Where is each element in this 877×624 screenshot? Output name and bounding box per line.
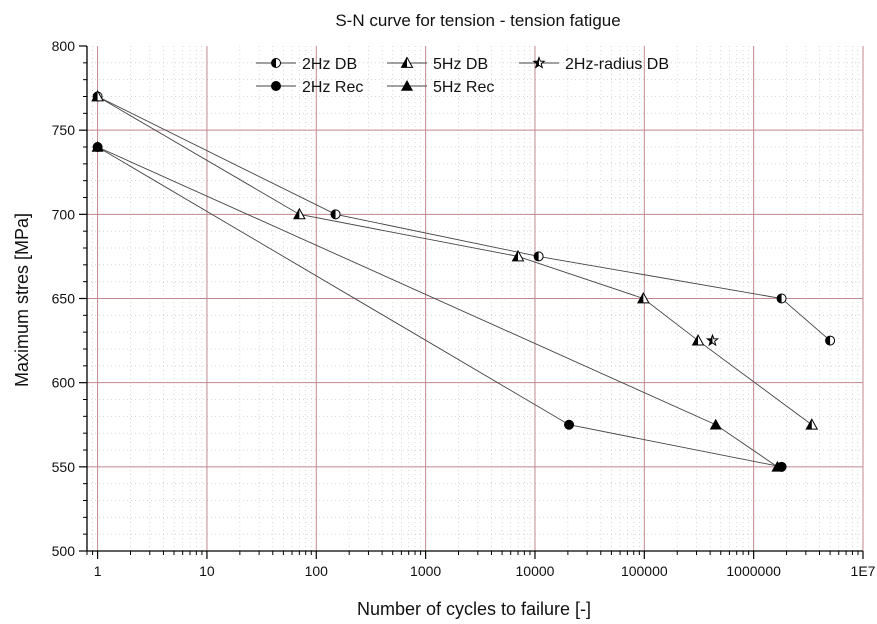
legend: 2Hz DB 5Hz DB 2Hz-radius DB 2Hz Rec 5Hz Rec [256, 56, 669, 96]
data-point-2hz-db [330, 209, 341, 220]
x-tick-label: 1000000 [726, 563, 781, 579]
y-axis-label: Maximum stres [MPa] [12, 213, 32, 387]
legend-marker [401, 80, 413, 91]
x-tick-label: 1 [94, 563, 102, 579]
legend-item-5hz-db: 5Hz DB [387, 56, 488, 73]
x-tick-label: 100000 [621, 563, 668, 579]
data-point-5hz-rec [771, 460, 784, 472]
data-point-5hz-db [637, 291, 650, 304]
x-tick-label: 1000 [410, 563, 441, 579]
data-point-5hz-db [292, 207, 306, 220]
legend-item-2hz-radius-db: 2Hz-radius DB [519, 56, 669, 73]
axes: 1 10 100 1000 10000 100000 1000000 1E7 500 550 600… [52, 38, 876, 579]
data-point-5hz-db [805, 418, 819, 430]
data-point-2hz-radius-db [705, 333, 720, 347]
data-point-5hz-db [511, 249, 525, 262]
data-point-5hz-db [691, 334, 705, 346]
series-line-5hz-db [97, 96, 813, 426]
y-tick-label: 800 [52, 38, 76, 54]
series-line-2hz-rec [97, 146, 782, 468]
data-points [91, 89, 836, 472]
data-point-5hz-rec [709, 418, 722, 430]
legend-label: 2Hz DB [302, 56, 357, 73]
legend-label: 2Hz Rec [302, 79, 363, 96]
x-tick-label: 10 [199, 563, 215, 579]
legend-label: 5Hz Rec [433, 79, 494, 96]
x-tick-label: 100 [305, 563, 329, 579]
y-tick-label: 500 [52, 543, 76, 559]
data-point-5hz-rec [91, 141, 104, 152]
legend-label: 2Hz-radius DB [565, 56, 669, 73]
legend-item-2hz-db: 2Hz DB [256, 56, 357, 73]
y-tick-label: 700 [52, 206, 76, 222]
series-line-2hz-db [97, 96, 831, 341]
data-point-5hz-db [91, 89, 104, 102]
series-line-5hz-rec [97, 146, 778, 468]
legend-item-5hz-rec: 5Hz Rec [387, 79, 494, 96]
x-axis-label: Number of cycles to failure [-] [357, 599, 591, 619]
y-tick-label: 650 [52, 291, 76, 307]
data-point-2hz-rec [564, 419, 575, 430]
data-point-2hz-db [776, 293, 787, 304]
legend-marker [400, 56, 414, 68]
y-tick-label: 600 [52, 375, 76, 391]
y-tick-label: 550 [52, 459, 76, 475]
legend-marker [271, 81, 281, 91]
x-tick-label: 1E7 [851, 563, 876, 579]
grid-lines [86, 46, 864, 551]
legend-marker [532, 56, 546, 69]
chart-title: S-N curve for tension - tension fatigue [335, 11, 620, 30]
data-point-2hz-db [825, 335, 836, 346]
legend-item-2hz-rec: 2Hz Rec [256, 79, 363, 96]
y-tick-label: 750 [52, 122, 76, 138]
legend-marker [271, 58, 281, 68]
legend-label: 5Hz DB [433, 56, 488, 73]
data-point-2hz-db [533, 251, 544, 262]
x-tick-label: 10000 [516, 563, 555, 579]
